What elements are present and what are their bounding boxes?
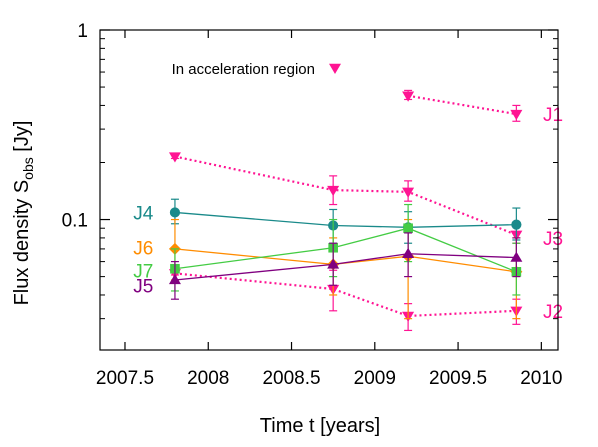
y-axis-label-unit: [Jy] [11,121,33,158]
data-point [402,187,415,198]
series-label: J7 [133,261,153,282]
data-point [402,91,415,102]
x-tick-label: 2009.5 [429,368,487,389]
y-axis-label: Flux density Sobs [Jy] [11,121,36,306]
data-point [168,273,181,285]
x-tick-label: 2008 [187,368,229,389]
data-point [510,109,523,121]
series-line [407,94,517,116]
y-axis-label-sub: obs [20,157,36,180]
series-line [174,248,517,273]
legend-marker-icon [329,63,341,74]
data-point [403,223,413,234]
series-line [174,227,517,273]
data-point [511,219,522,230]
series-line [174,211,517,228]
series-label: J1 [543,105,563,126]
series-line [174,155,517,236]
data-point [327,258,340,269]
x-tick-label: 2007.5 [96,368,154,389]
plot-frame [99,29,559,351]
data-point [402,247,415,258]
series-j5: J5 [133,232,523,300]
series-label: J6 [133,239,153,260]
x-tick-label: 2008.5 [262,368,320,389]
data-point [327,185,340,197]
series-label: J4 [133,203,154,224]
series-label: J5 [133,276,153,297]
axes-layer: 2007.5 2008 2008.5 2009 2009.5 2010 1 0.1 [62,21,563,389]
series-j4: J4 [133,198,522,244]
x-tick-label: 2010 [520,368,562,389]
legend-label: In acceleration region [172,61,315,78]
legend: In acceleration region [172,61,341,78]
data-point [168,152,181,163]
y-tick-label: 1 [77,21,88,42]
x-axis-label: Time t [years] [260,415,380,437]
x-tick-label: 2009 [354,368,396,389]
series-line [174,253,517,281]
data-point [169,207,181,218]
y-tick-label: 0.1 [62,211,88,232]
series-label: J3 [543,229,563,250]
y-axis-label-main: Flux density S [11,180,33,306]
series-label: J2 [543,302,563,323]
data-point [510,251,523,262]
